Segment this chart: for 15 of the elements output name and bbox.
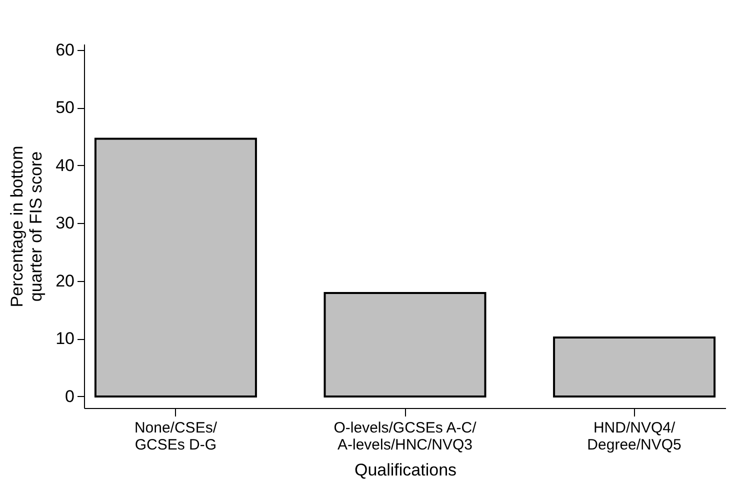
y-tick-label: 50: [56, 98, 74, 118]
y-tick-label: 10: [56, 329, 74, 348]
y-tick-label: 20: [56, 271, 74, 290]
bar: [553, 336, 716, 398]
bar: [94, 138, 257, 398]
x-tick-label: HND/NVQ4/ Degree/NVQ5: [587, 420, 682, 454]
x-tick-label: O-levels/GCSEs A-C/ A-levels/HNC/NVQ3: [334, 420, 478, 454]
y-tick-label: 40: [56, 156, 74, 175]
x-tick-label: None/CSEs/ GCSEs D-G: [134, 420, 218, 454]
y-axis-title: Percentage in bottom quarter of FIS score: [8, 146, 46, 308]
x-axis-title: Qualifications: [354, 460, 457, 480]
y-tick-label: 60: [56, 40, 74, 60]
y-tick-label: 0: [65, 386, 74, 406]
bar: [324, 292, 486, 398]
y-tick-label: 30: [56, 214, 74, 233]
